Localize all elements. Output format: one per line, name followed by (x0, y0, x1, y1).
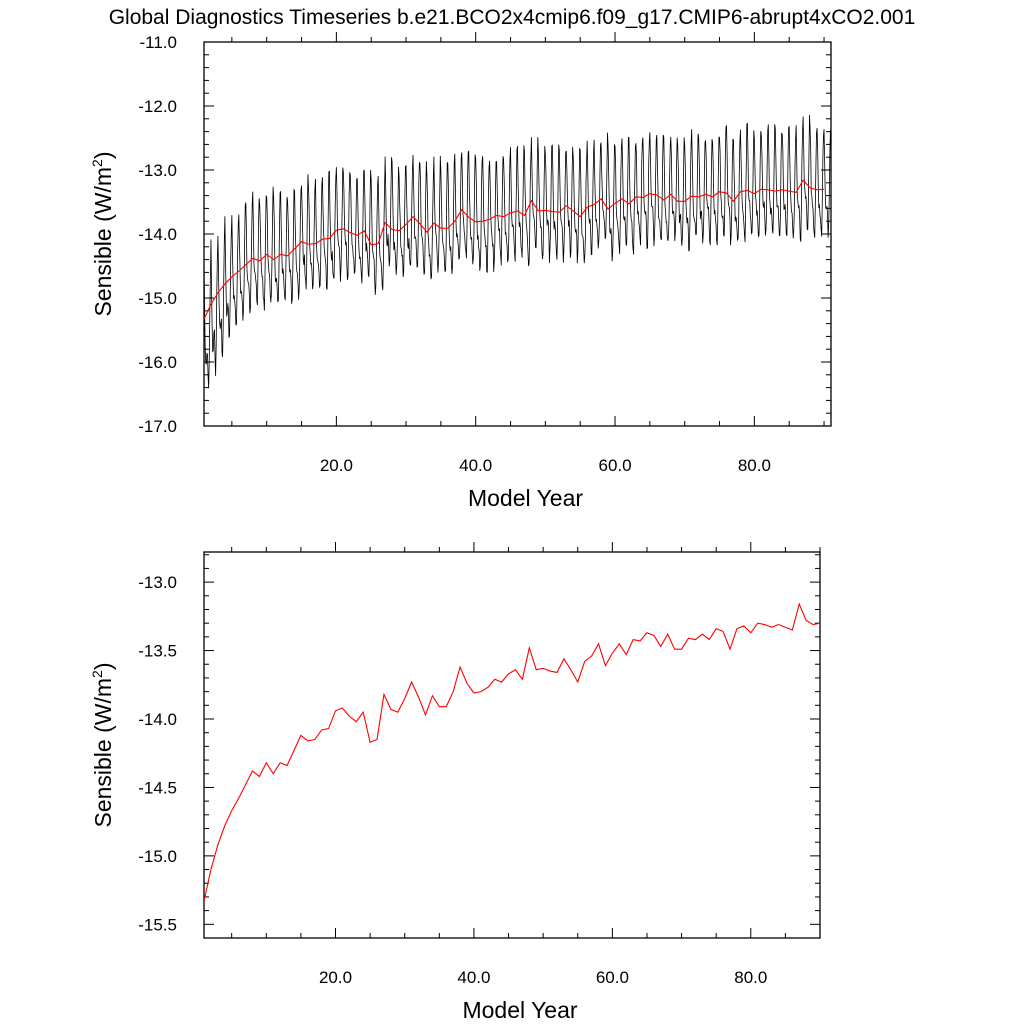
series-monthly-line (204, 114, 831, 389)
top-panel: -17.0 -16.0 -15.0 -14.0 -13.0 -12.0 -11.0 20.0 4… (89, 32, 832, 511)
x-tick-label: 40.0 (457, 968, 490, 987)
y-tick-label: -14.0 (138, 225, 177, 244)
y-tick-label: -14.5 (138, 778, 177, 797)
y-tick-label: -14.0 (138, 710, 177, 729)
y-tick-label: -17.0 (138, 417, 177, 436)
y-axis-label-close: ) (90, 662, 116, 670)
x-tick-label: 20.0 (320, 456, 353, 475)
y-tick-label: -12.0 (138, 97, 177, 116)
bottom-panel: -15.5 -15.0 -14.5 -14.0 -13.5 -13.0 20.0 40.0 60… (89, 542, 821, 1023)
chart-title: Global Diagnostics Timeseries b.e21.BCO2… (109, 6, 916, 29)
plot-frame (203, 551, 821, 939)
x-tick-label: 40.0 (459, 456, 492, 475)
series-annual-line (204, 179, 825, 320)
y-axis-label-main: Sensible (W/m (90, 678, 116, 828)
y-tick-label: -16.0 (138, 353, 177, 372)
x-tick-label: 60.0 (596, 968, 629, 987)
x-tick-label: 80.0 (738, 456, 771, 475)
y-tick-label: -13.5 (138, 642, 177, 661)
y-axis-label-close: ) (90, 151, 116, 159)
y-tick-label: -15.0 (138, 847, 177, 866)
x-axis-label: Model Year (462, 997, 577, 1023)
y-tick-label: -13.0 (138, 161, 177, 180)
y-tick-label: -11.0 (140, 33, 178, 52)
y-axis-label-superscript: 2 (89, 159, 105, 167)
series-annual-line (204, 602, 820, 902)
x-axis-label: Model Year (468, 485, 583, 511)
y-axis-label: Sensible (W/m2) (89, 662, 116, 827)
x-tick-label: 80.0 (734, 968, 767, 987)
y-tick-label: -15.0 (138, 289, 177, 308)
y-tick-label: -15.5 (138, 915, 177, 934)
x-tick-label: 60.0 (598, 456, 631, 475)
x-tick-label: 20.0 (319, 968, 352, 987)
y-axis-label-main: Sensible (W/m (90, 167, 116, 317)
y-axis-label-superscript: 2 (89, 670, 105, 678)
y-tick-label: -13.0 (138, 573, 177, 592)
y-axis-label: Sensible (W/m2) (89, 151, 116, 316)
